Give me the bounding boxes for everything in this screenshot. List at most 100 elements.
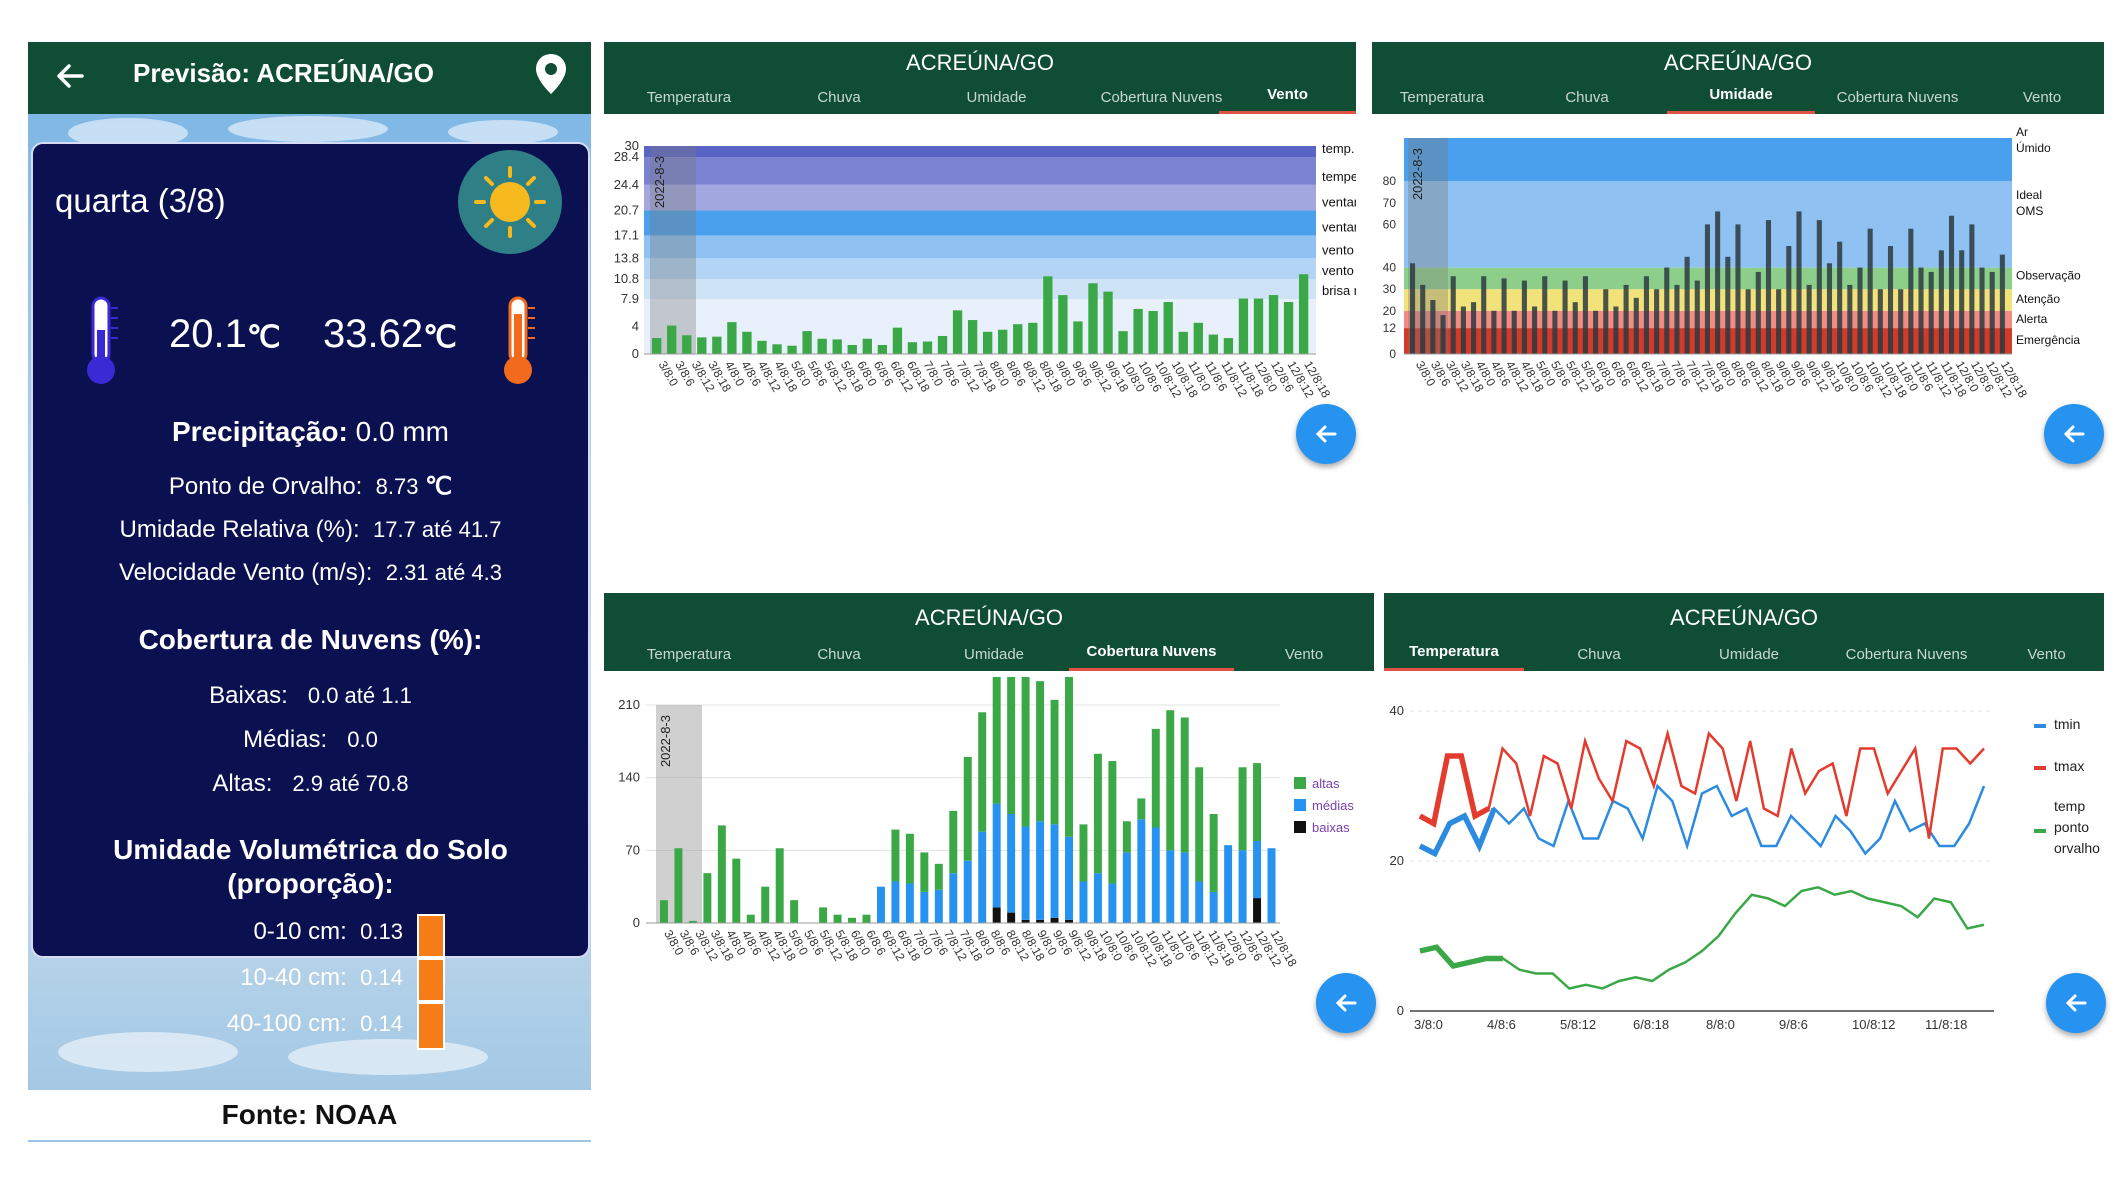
wind-bar xyxy=(787,345,797,354)
wind-bar xyxy=(847,344,857,354)
humidity-bar xyxy=(1887,246,1894,354)
tab-chuva[interactable]: Chuva xyxy=(817,646,861,663)
tab-chuva[interactable]: Chuva xyxy=(817,89,861,106)
tab-cobertura-nuvens[interactable]: Cobertura Nuvens xyxy=(1069,640,1234,671)
cloud-bar-altas xyxy=(1108,761,1117,884)
wind-bar xyxy=(1118,331,1128,354)
humidity-bar xyxy=(1471,302,1477,354)
tab-cobertura-nuvens[interactable]: Cobertura Nuvens xyxy=(1836,89,1959,106)
cloud-bar-baixas xyxy=(1036,919,1045,923)
panel-title: ACREÚNA/GO xyxy=(906,50,1054,75)
date-marker-label: 2022-8-3 xyxy=(652,156,667,208)
x-tick-label: 10/8:12 xyxy=(1852,1017,1895,1032)
humidity-bar xyxy=(1898,289,1904,354)
wind-bar xyxy=(1178,331,1188,354)
back-fab[interactable] xyxy=(1316,973,1376,1033)
band-label: vento leve xyxy=(1322,263,1356,278)
wind-chart-panel: ACREÚNA/GO Temperatura Chuva Umidade Cob… xyxy=(604,42,1356,490)
humidity-bar xyxy=(1938,250,1944,354)
y-tick-label: 70 xyxy=(626,842,640,857)
tab-vento[interactable]: Vento xyxy=(1284,646,1324,663)
cloud-bar-médias xyxy=(1050,824,1059,918)
clouds-chart-panel: ACREÚNA/GO Temperatura Chuva Umidade Cob… xyxy=(604,593,1376,1065)
cloud-bar-médias xyxy=(1238,850,1247,923)
date-highlight xyxy=(650,146,696,354)
cloud-bar-altas xyxy=(920,852,929,892)
tab-cobertura-nuvens[interactable]: Cobertura Nuvens xyxy=(1100,89,1223,106)
back-fab[interactable] xyxy=(2044,404,2104,464)
high-clouds-row: Altas: 2.9 até 70.8 xyxy=(212,770,409,797)
cloud-bar-altas xyxy=(905,833,914,884)
cloud-bar-médias xyxy=(1267,848,1276,923)
tab-temperatura[interactable]: Temperatura xyxy=(646,646,732,663)
tab-temperatura[interactable]: Temperatura xyxy=(1399,89,1485,106)
y-tick-label: 10.8 xyxy=(614,271,639,286)
cloud-bar-médias xyxy=(1253,840,1262,899)
cloud-bar-médias xyxy=(891,881,900,923)
cloud-bar-médias xyxy=(920,891,929,923)
tab-cobertura-nuvens[interactable]: Cobertura Nuvens xyxy=(1845,646,1968,663)
wind-bar xyxy=(862,338,872,354)
x-tick-label: 3/8:0 xyxy=(1414,1017,1443,1032)
cloud-bar-altas xyxy=(862,914,871,923)
wind-bar xyxy=(727,322,737,354)
humidity-bar xyxy=(1999,254,2005,354)
wind-bar xyxy=(802,331,812,354)
app-bar: Previsão: ACREÚNA/GO xyxy=(28,42,591,114)
humidity-bar xyxy=(1806,284,1812,354)
tab-umidade[interactable]: Umidade xyxy=(1667,83,1815,114)
location-pin-icon[interactable] xyxy=(534,52,568,96)
legend-label: médias xyxy=(1312,798,1354,813)
wind-chart: brisa moderada vento leve vento forte venta… xyxy=(614,138,1356,400)
humidity-bar xyxy=(1572,302,1578,354)
band-brisa-moderada xyxy=(644,279,1316,300)
back-fab[interactable] xyxy=(2046,973,2106,1033)
wind-bar xyxy=(1163,302,1173,354)
cloud-bar-altas xyxy=(1195,767,1204,882)
legend-swatch xyxy=(1294,777,1306,789)
wind-bar xyxy=(772,344,782,354)
tab-umidade[interactable]: Umidade xyxy=(963,646,1025,663)
y-tick-label: 4 xyxy=(632,318,639,333)
band-vento-forte xyxy=(644,235,1316,259)
band-label: OMS xyxy=(2016,204,2043,218)
y-tick-label: 20 xyxy=(1383,304,1397,318)
tab-chuva[interactable]: Chuva xyxy=(1565,89,1609,106)
cloud-bar-baixas xyxy=(1007,912,1016,923)
cloud-bar-médias xyxy=(1137,819,1146,923)
wind-bar xyxy=(1013,324,1023,354)
tab-vento[interactable]: Vento xyxy=(2022,89,2062,106)
humidity-bar xyxy=(1735,224,1741,354)
back-fab[interactable] xyxy=(1296,404,1356,464)
tab-temperatura[interactable]: Temperatura xyxy=(646,89,732,106)
band-label: Alerta xyxy=(2016,312,2048,326)
legend-label: baixas xyxy=(1312,820,1350,835)
wind-bar xyxy=(1133,308,1143,354)
tab-umidade[interactable]: Umidade xyxy=(966,89,1027,106)
line-temp-ponto-orvalho-highlight xyxy=(1419,944,1503,970)
humidity-bar xyxy=(1776,289,1782,354)
back-arrow-icon[interactable] xyxy=(50,56,90,96)
soil-bar-0-10 xyxy=(417,914,445,958)
wind-bar xyxy=(1088,283,1098,354)
cloud-bar-médias xyxy=(1108,883,1117,923)
band-ventania-forte xyxy=(644,184,1316,211)
legend-label: ponto xyxy=(2054,819,2089,835)
humidity-bar xyxy=(1847,284,1853,354)
tab-umidade[interactable]: Umidade xyxy=(1718,646,1780,663)
cloud-bar-altas xyxy=(732,858,741,923)
legend-swatch xyxy=(1294,821,1306,833)
tab-vento[interactable]: Vento xyxy=(2027,646,2066,663)
cloud-bar-altas xyxy=(963,756,972,861)
x-tick-label: 9/8:6 xyxy=(1779,1017,1808,1032)
tab-vento[interactable]: Vento xyxy=(1219,83,1356,114)
y-tick-label: 24.4 xyxy=(614,177,639,192)
humidity-bar xyxy=(1694,280,1700,354)
tab-chuva[interactable]: Chuva xyxy=(1577,646,1621,663)
legend-label: tmin xyxy=(2054,716,2080,732)
wind-bar xyxy=(832,339,842,354)
wind-bar xyxy=(922,341,933,354)
humidity-bar xyxy=(1664,267,1670,354)
band-Ar-Úmido xyxy=(1404,138,2012,182)
tab-temperatura[interactable]: Temperatura xyxy=(1384,640,1524,671)
